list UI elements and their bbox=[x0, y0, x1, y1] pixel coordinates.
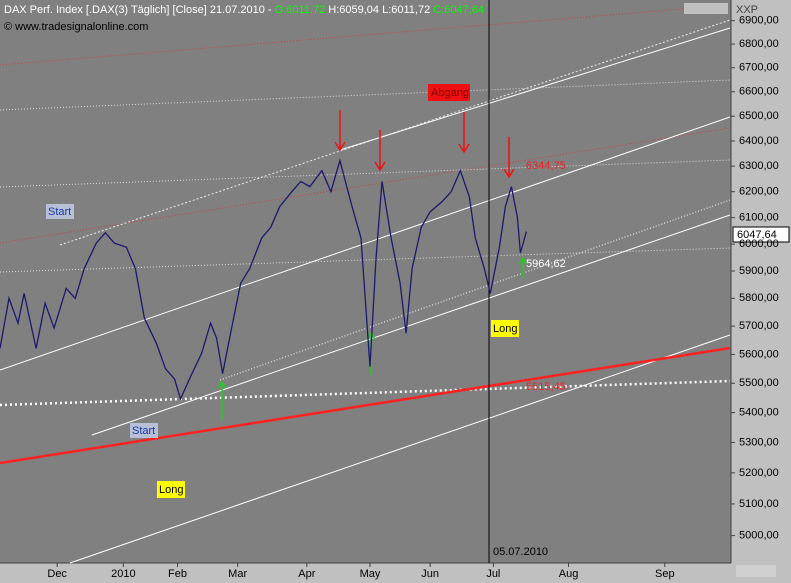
x-tick-label: Apr bbox=[298, 568, 315, 580]
x-tick-label: Sep bbox=[655, 568, 675, 580]
trend-line bbox=[0, 116, 731, 371]
annotation-box bbox=[428, 84, 470, 101]
y-tick-label: 5100,00 bbox=[739, 498, 779, 510]
trend-line bbox=[0, 4, 731, 66]
y-tick-label: 5000,00 bbox=[739, 529, 779, 541]
y-tick-label: 5400,00 bbox=[739, 406, 779, 418]
y-tick-label: 6300,00 bbox=[739, 160, 779, 172]
date-label: 05.07.2010 bbox=[493, 546, 548, 558]
trend-lines bbox=[0, 0, 731, 564]
annotation: Start bbox=[132, 425, 155, 437]
high-low-label: H:6059,04 L:6011,72 bbox=[328, 4, 430, 16]
x-tick-label: May bbox=[360, 568, 381, 580]
y-tick-label: 5500,00 bbox=[739, 377, 779, 389]
y-tick-label: 6600,00 bbox=[739, 86, 779, 98]
watermark: © www.tradesignalonline.com bbox=[4, 21, 148, 33]
annotation: Long bbox=[159, 484, 183, 496]
y-tick-label: 6500,00 bbox=[739, 110, 779, 122]
sell-arrow bbox=[334, 110, 346, 152]
plot-area bbox=[0, 0, 731, 563]
x-tick-label: Feb bbox=[168, 568, 187, 580]
trend-line bbox=[91, 214, 731, 436]
y-tick-label: 5300,00 bbox=[739, 436, 779, 448]
y-tick-label: 6900,00 bbox=[739, 15, 779, 27]
y-tick-label: 5200,00 bbox=[739, 467, 779, 479]
trend-line bbox=[219, 199, 731, 381]
annotation-box bbox=[46, 204, 74, 219]
chart-header: DAX Perf. Index [.DAX(3) Täglich] [Close… bbox=[4, 4, 484, 16]
buy-arrow bbox=[217, 380, 227, 420]
y-axis-area bbox=[731, 0, 791, 583]
y-tick-label: 5900,00 bbox=[739, 265, 779, 277]
window-buttons[interactable] bbox=[684, 3, 776, 577]
y-tick-label: 5800,00 bbox=[739, 292, 779, 304]
x-tick-label: Jun bbox=[421, 568, 439, 580]
y-tick-label: 6400,00 bbox=[739, 135, 779, 147]
level-label: 6344,75 bbox=[526, 160, 566, 172]
open-label: O:6011,72 bbox=[275, 4, 326, 16]
x-tick-label: Aug bbox=[559, 568, 579, 580]
trend-line bbox=[339, 27, 731, 151]
annotation-box bbox=[130, 423, 158, 438]
level-label: 5515,45 bbox=[526, 381, 566, 393]
x-tick-label: 2010 bbox=[111, 568, 135, 580]
y-tick-label: 6800,00 bbox=[739, 38, 779, 50]
annotation: Long bbox=[493, 323, 517, 335]
y-tick-label: 5600,00 bbox=[739, 348, 779, 360]
trend-line bbox=[0, 346, 731, 465]
sell-arrow bbox=[458, 112, 470, 154]
close-label: C:6047,64 bbox=[433, 4, 484, 16]
y-tick-label: 6100,00 bbox=[739, 212, 779, 224]
annotation: Start bbox=[48, 206, 71, 218]
x-tick-label: Jul bbox=[486, 568, 500, 580]
trend-line bbox=[69, 334, 731, 564]
level-label: 5964,62 bbox=[526, 258, 566, 270]
x-tick-label: Dec bbox=[47, 568, 67, 580]
annotation-box bbox=[491, 320, 519, 337]
x-tick-label: Mar bbox=[228, 568, 247, 580]
y-tick-label: 6200,00 bbox=[739, 186, 779, 198]
price-line bbox=[0, 158, 528, 401]
chart-title: DAX Perf. Index [.DAX(3) Täglich] [Close… bbox=[4, 4, 272, 16]
y-tick-label: 6000,00 bbox=[739, 238, 779, 250]
last-value-label: 6047,64 bbox=[737, 229, 777, 241]
annotation: Abgang bbox=[431, 87, 469, 99]
buy-arrow bbox=[518, 256, 528, 278]
trend-line bbox=[0, 379, 731, 407]
axis-name: XXP bbox=[736, 4, 758, 16]
y-tick-label: 5700,00 bbox=[739, 320, 779, 332]
annotation-box bbox=[157, 481, 185, 498]
sell-arrow bbox=[374, 130, 386, 172]
scroll-controls[interactable] bbox=[736, 565, 776, 577]
window-controls[interactable] bbox=[684, 3, 728, 14]
sell-arrow bbox=[503, 137, 515, 179]
y-tick-label: 6700,00 bbox=[739, 62, 779, 74]
last-value-box bbox=[732, 226, 790, 243]
